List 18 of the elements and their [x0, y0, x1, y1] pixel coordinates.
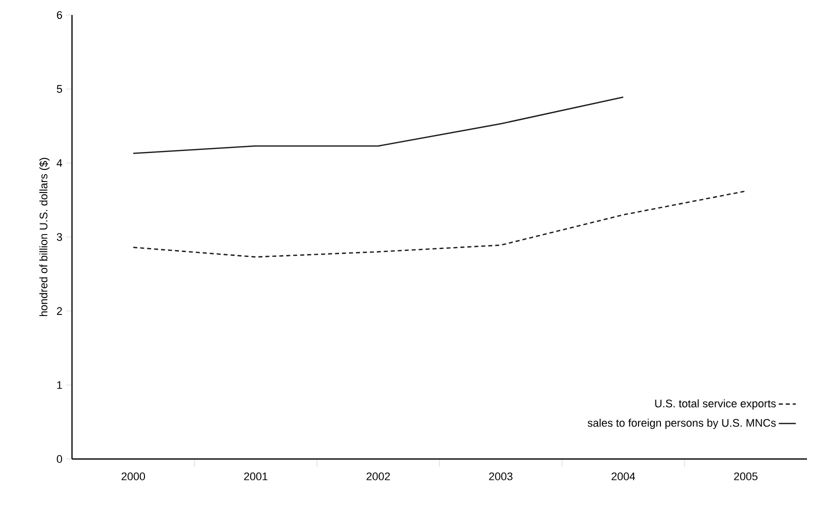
y-axis-title: hondred of billion U.S. dollars ($) — [39, 158, 50, 316]
x-tick-label: 2005 — [734, 472, 758, 480]
x-tick-label: 2004 — [612, 472, 636, 480]
x-tick-label: 2002 — [366, 472, 390, 480]
x-tick-label: 2000 — [122, 472, 145, 480]
y-tick-label: 5 — [56, 85, 62, 93]
y-tick-label: 0 — [56, 455, 62, 463]
line-series — [132, 190, 746, 258]
y-tick-label: 3 — [56, 233, 62, 241]
y-tick-label: 1 — [57, 381, 62, 389]
line-series — [132, 96, 624, 154]
y-tick-label: 4 — [56, 159, 62, 167]
x-tick-label: 2003 — [489, 472, 512, 480]
y-tick-label: 2 — [56, 307, 62, 315]
y-tick-label: 6 — [56, 11, 62, 19]
legend-label: U.S. total service exports — [655, 399, 776, 410]
legend-label: sales to foreign persons by U.S. MNCs — [588, 418, 776, 429]
x-tick-label: 2001 — [244, 472, 268, 480]
